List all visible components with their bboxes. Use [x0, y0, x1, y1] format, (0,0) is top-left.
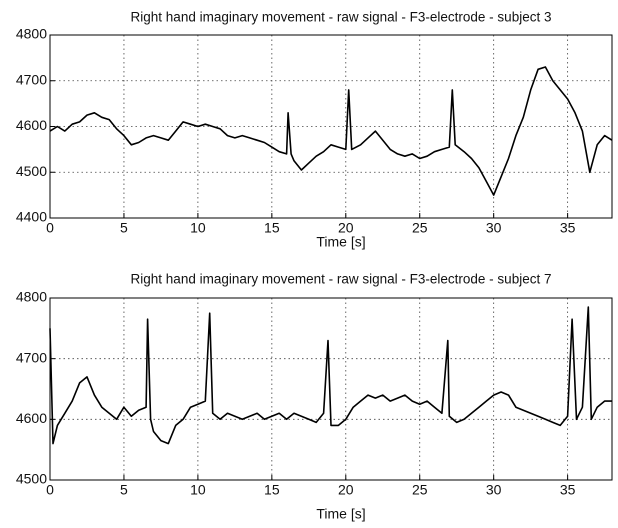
- plot-background: [50, 298, 612, 480]
- x-tick-label: 5: [120, 220, 128, 236]
- plot-frame: [49, 34, 613, 219]
- x-tick-label: 25: [412, 482, 428, 498]
- x-tick-label: 15: [264, 482, 280, 498]
- x-tick-label: 35: [560, 482, 576, 498]
- y-tick-label: 4700: [16, 71, 47, 87]
- x-tick-label: 0: [46, 220, 54, 236]
- x-tick-label: 5: [120, 482, 128, 498]
- y-tick-label: 4600: [16, 410, 47, 426]
- chart-title: Right hand imaginary movement - raw sign…: [131, 272, 552, 287]
- signal-line: [49, 66, 613, 196]
- x-axis-label: Time [s]: [316, 234, 365, 250]
- x-tick-label: 0: [46, 482, 54, 498]
- x-tick-label: 10: [190, 482, 206, 498]
- y-tick-label: 4800: [16, 26, 47, 42]
- y-tick-label: 4600: [16, 117, 47, 133]
- x-axis-label: Time [s]: [316, 506, 365, 522]
- x-tick-label: 30: [486, 220, 502, 236]
- signal-line: [49, 306, 612, 445]
- x-tick-label: 10: [190, 220, 206, 236]
- x-tick-label: 20: [338, 220, 354, 236]
- y-tick-label: 4700: [16, 349, 47, 365]
- y-tick-label: 4800: [16, 289, 47, 305]
- plot-frame: [49, 297, 613, 481]
- x-tick-label: 25: [412, 220, 428, 236]
- y-tick-label: 4500: [16, 163, 47, 179]
- x-tick-label: 15: [264, 220, 280, 236]
- y-tick-label: 4500: [16, 471, 47, 487]
- x-tick-label: 20: [338, 482, 354, 498]
- x-tick-label: 35: [560, 220, 576, 236]
- chart-title: Right hand imaginary movement - raw sign…: [131, 10, 552, 25]
- y-tick-label: 4400: [16, 209, 47, 225]
- x-tick-label: 30: [486, 482, 502, 498]
